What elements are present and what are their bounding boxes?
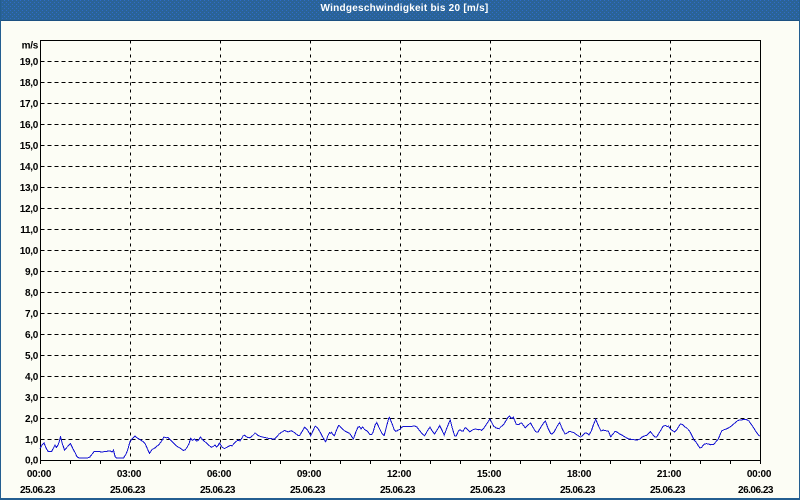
svg-text:25.06.23: 25.06.23: [380, 485, 416, 496]
svg-text:09:00: 09:00: [297, 469, 322, 480]
svg-text:12,0: 12,0: [20, 204, 39, 215]
svg-text:14,0: 14,0: [20, 162, 39, 173]
svg-text:25.06.23: 25.06.23: [290, 485, 326, 496]
svg-text:m/s: m/s: [22, 41, 39, 52]
svg-text:15,0: 15,0: [20, 141, 39, 152]
svg-text:7,0: 7,0: [25, 309, 39, 320]
svg-text:19,0: 19,0: [20, 57, 39, 68]
svg-text:21:00: 21:00: [657, 469, 682, 480]
svg-text:9,0: 9,0: [25, 267, 39, 278]
svg-text:25.06.23: 25.06.23: [470, 485, 506, 496]
svg-text:25.06.23: 25.06.23: [110, 485, 146, 496]
svg-text:10,0: 10,0: [20, 246, 39, 257]
svg-text:13,0: 13,0: [20, 183, 39, 194]
svg-text:0,0: 0,0: [25, 456, 39, 467]
svg-text:8,0: 8,0: [25, 288, 39, 299]
svg-text:03:00: 03:00: [117, 469, 142, 480]
svg-text:00:00: 00:00: [747, 469, 772, 480]
svg-text:4,0: 4,0: [25, 372, 39, 383]
svg-text:11,0: 11,0: [20, 225, 38, 236]
svg-text:00:00: 00:00: [27, 469, 52, 480]
svg-text:16,0: 16,0: [20, 120, 39, 131]
svg-text:25.06.23: 25.06.23: [200, 485, 236, 496]
svg-text:18,0: 18,0: [20, 78, 39, 89]
svg-text:6,0: 6,0: [25, 330, 39, 341]
svg-text:12:00: 12:00: [387, 469, 412, 480]
svg-text:2,0: 2,0: [25, 414, 39, 425]
svg-text:25.06.23: 25.06.23: [20, 485, 56, 496]
svg-text:06:00: 06:00: [207, 469, 232, 480]
svg-text:17,0: 17,0: [20, 99, 39, 110]
svg-text:5,0: 5,0: [25, 351, 39, 362]
svg-text:25.06.23: 25.06.23: [650, 485, 686, 496]
svg-text:18:00: 18:00: [567, 469, 592, 480]
svg-text:15:00: 15:00: [477, 469, 502, 480]
svg-text:3,0: 3,0: [25, 393, 39, 404]
svg-text:1,0: 1,0: [25, 435, 39, 446]
svg-text:25.06.23: 25.06.23: [560, 485, 596, 496]
svg-text:26.06.23: 26.06.23: [738, 485, 774, 496]
